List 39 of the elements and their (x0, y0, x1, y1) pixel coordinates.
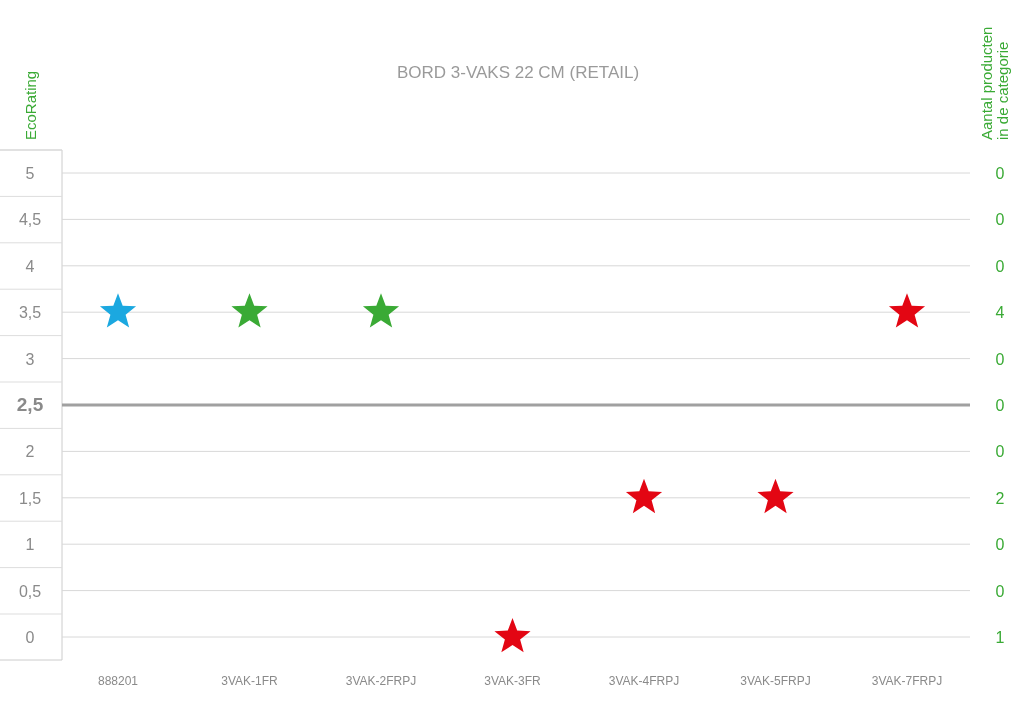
point (625, 478, 663, 514)
y-tick-label: 5 (25, 165, 35, 182)
y2-axis-title: Aantal producten in de categorie (978, 26, 1011, 140)
text: 0 (995, 397, 1005, 414)
text: 0 (995, 350, 1005, 368)
x-tick-label: 3VAK-7FRPJ (871, 674, 943, 688)
point (757, 478, 794, 514)
chart-title: BORD 3-VAKS 22 CM (RETAIL) (396, 63, 640, 82)
text: 0 (995, 582, 1005, 600)
x-tick-label: 3VAK-2FRPJ (345, 674, 417, 688)
y-tick-label: 2,5 (16, 394, 44, 415)
text: 0 (995, 211, 1005, 229)
text: 0 (995, 257, 1005, 275)
text: 0 (995, 165, 1005, 182)
x-tick-label: 3VAK-3FR (484, 674, 542, 688)
text: 0 (995, 443, 1005, 461)
y-tick-label: 4,5 (18, 211, 42, 229)
point (231, 293, 268, 328)
y-tick-label: 1 (25, 536, 35, 554)
y-tick-label: 3 (25, 350, 35, 368)
point (494, 618, 531, 653)
y-tick-label: 1,5 (18, 489, 42, 507)
y-tick-label: 4 (25, 257, 35, 275)
x-tick-label: 3VAK-5FRPJ (740, 674, 811, 688)
point (362, 293, 400, 328)
text: 1 (995, 629, 1005, 646)
point (99, 293, 137, 328)
y-tick-label: 3,5 (18, 304, 42, 322)
y-tick-label: 2 (25, 443, 35, 461)
text: 2 (995, 489, 1005, 507)
x-tick-label: 3VAK-1FR (221, 674, 279, 688)
y-axis-title: EcoRating (22, 70, 39, 140)
x-tick-label: 3VAK-4FRPJ (608, 674, 680, 688)
text: 0 (995, 536, 1005, 554)
y-tick-label: 0,5 (18, 582, 42, 600)
y-tick-label: 0 (25, 629, 35, 646)
x-tick-label: 888201 (97, 674, 139, 688)
point (888, 293, 926, 328)
text: 4 (995, 304, 1005, 322)
